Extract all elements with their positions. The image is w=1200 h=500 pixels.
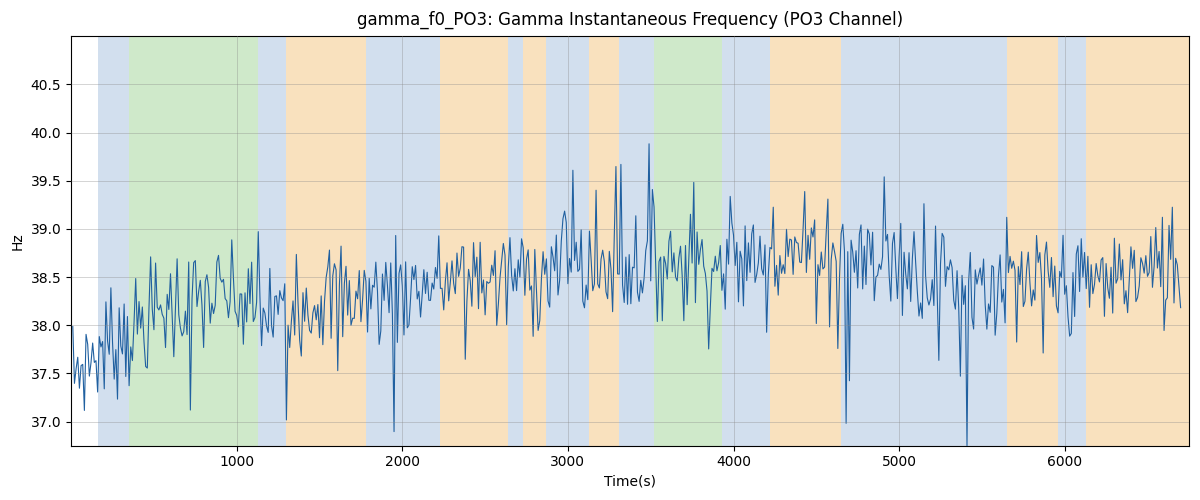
Bar	[1007, 36, 1058, 446]
Bar	[258, 36, 287, 446]
Title: gamma_f0_PO3: Gamma Instantaneous Frequency (PO3 Channel): gamma_f0_PO3: Gamma Instantaneous Freque…	[356, 11, 904, 30]
Bar	[366, 36, 440, 446]
Bar	[1058, 36, 1086, 446]
Bar	[97, 36, 130, 446]
Bar	[287, 36, 366, 446]
Bar	[130, 36, 258, 446]
Bar	[546, 36, 589, 446]
Bar	[654, 36, 722, 446]
Bar	[722, 36, 770, 446]
X-axis label: Time(s): Time(s)	[604, 475, 656, 489]
Bar	[1086, 36, 1189, 446]
Bar	[440, 36, 509, 446]
Bar	[523, 36, 546, 446]
Bar	[770, 36, 841, 446]
Bar	[841, 36, 955, 446]
Bar	[589, 36, 619, 446]
Bar	[619, 36, 654, 446]
Bar	[509, 36, 523, 446]
Y-axis label: Hz: Hz	[11, 232, 25, 250]
Bar	[955, 36, 1007, 446]
